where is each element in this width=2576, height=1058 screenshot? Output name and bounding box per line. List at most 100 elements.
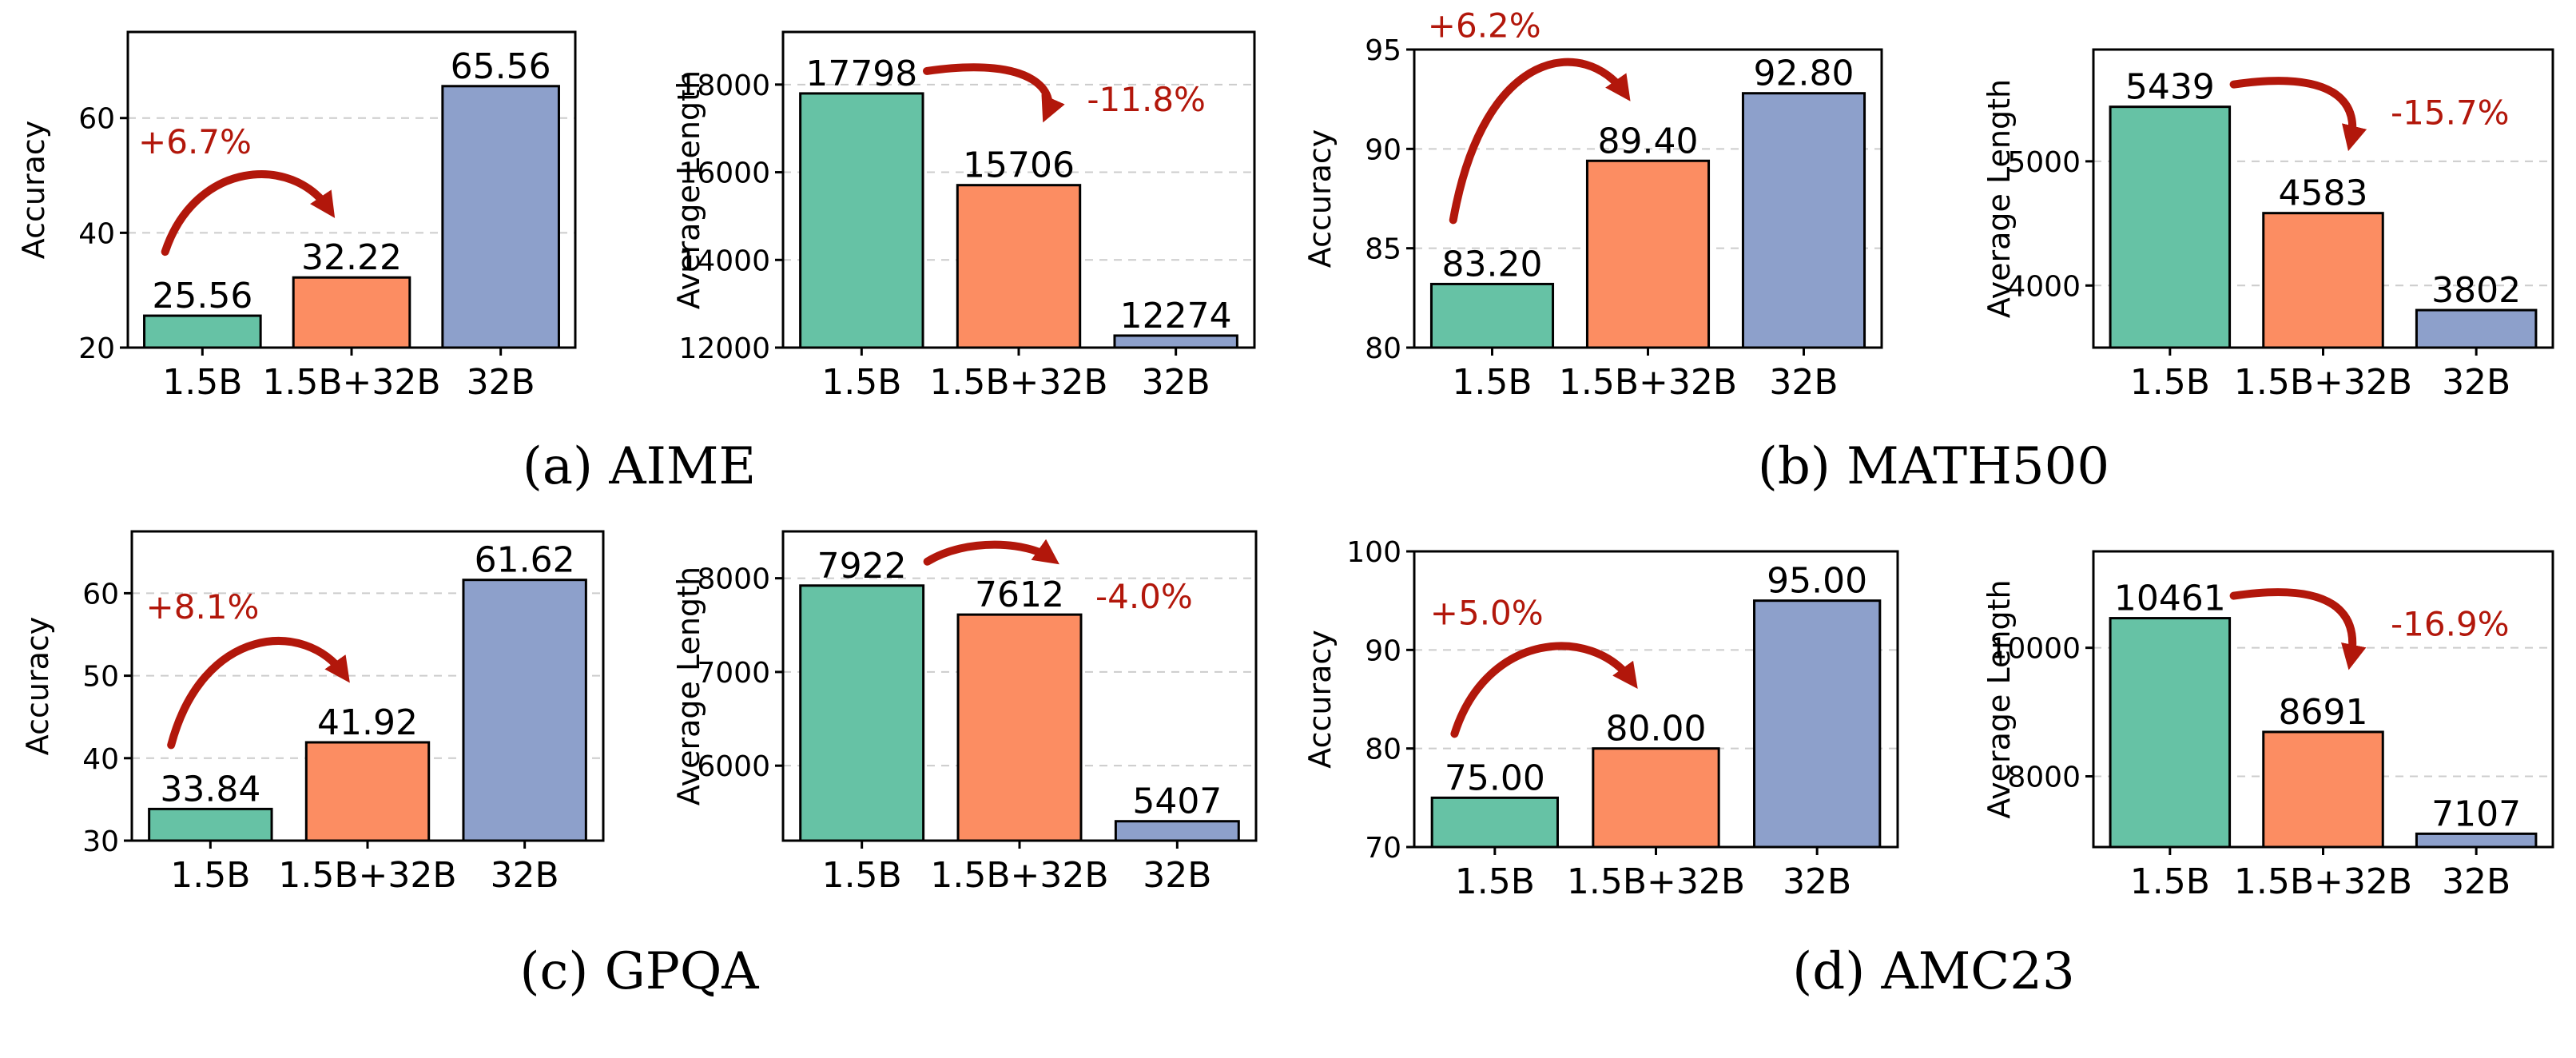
- y-tick-label: 40: [82, 743, 119, 776]
- annotation-arrow: [1449, 58, 1631, 225]
- bar-value-label: 5439: [2125, 67, 2215, 108]
- bar-value-label: 92.80: [1754, 54, 1854, 94]
- y-tick-label: 20: [78, 332, 115, 365]
- bar-32B: [2415, 832, 2538, 849]
- x-tick-label: 32B: [1783, 861, 1851, 902]
- bar-value-label: 41.92: [317, 702, 418, 743]
- y-tick-label: 85: [1365, 233, 1401, 266]
- bar-32B: [1741, 92, 1866, 349]
- x-tick-label: 32B: [2442, 362, 2510, 403]
- bar-32B: [462, 579, 587, 842]
- bar-32B: [1753, 599, 1882, 849]
- plots: 25.56 32.22 65.56 20 40 60 1.5B 1.5B+32B 32B Accu…: [16, 6, 2554, 902]
- x-tick-label: 1.5B: [170, 855, 250, 896]
- x-tick-label: 32B: [2442, 861, 2510, 902]
- subplot-5: 7922 7612 5407 6000 7000 8000 1.5B 1.5B+32B 32B A…: [671, 530, 1258, 896]
- x-tick-label: 32B: [1143, 855, 1211, 896]
- bar-1.5B+32B: [956, 184, 1082, 349]
- bar-1.5B+32B: [304, 741, 431, 842]
- x-tick-label: 1.5B: [162, 362, 242, 403]
- bar-1.5B+32B: [1585, 159, 1711, 349]
- bar-value-label: 7922: [817, 546, 907, 587]
- annotation-text: -16.9%: [2391, 605, 2510, 644]
- x-tick-label: 1.5B: [2130, 861, 2210, 902]
- y-axis-label: Average Length: [671, 567, 706, 805]
- y-tick-label: 100: [1346, 536, 1401, 569]
- subplot-4: 33.84 41.92 61.62 30 40 50 60 1.5B 1.5B+32B 32B Ac…: [20, 530, 605, 896]
- y-tick-label: 10000: [1989, 633, 2081, 666]
- bar-1.5B+32B: [956, 613, 1083, 842]
- bar-value-label: 5407: [1132, 782, 1222, 822]
- y-axis-label: Accuracy: [1302, 630, 1338, 769]
- y-tick-label: 60: [78, 103, 115, 136]
- annotation-text: +6.2%: [1428, 6, 1541, 45]
- x-tick-label: 1.5B: [822, 855, 902, 896]
- y-tick-label: 80: [1365, 332, 1401, 365]
- y-axis-label: Accuracy: [1302, 129, 1338, 268]
- x-tick-label: 1.5B: [1452, 362, 1532, 403]
- bar-value-label: 33.84: [160, 769, 260, 809]
- x-tick-label: 1.5B: [821, 362, 901, 403]
- bar-1.5B+32B: [2262, 730, 2384, 849]
- x-tick-label: 1.5B+32B: [1559, 362, 1737, 403]
- caption-math500: (b) MATH500: [1758, 437, 2109, 496]
- annotation-arrow: [161, 170, 336, 257]
- caption-amc23: (d) AMC23: [1792, 942, 2074, 1001]
- bar-1.5B+32B: [2262, 212, 2384, 349]
- y-tick-label: 30: [82, 825, 119, 858]
- y-tick-label: 5000: [2007, 146, 2081, 179]
- annotation-text: +6.7%: [138, 122, 252, 161]
- bar-1.5B: [2109, 617, 2232, 849]
- y-tick-label: 70: [1365, 832, 1401, 865]
- annotation-arrow: [923, 539, 1059, 566]
- annotation-arrow: [923, 63, 1065, 123]
- bar-1.5B: [148, 807, 273, 842]
- bar-1.5B+32B: [292, 276, 411, 349]
- bar-1.5B: [799, 584, 925, 842]
- y-axis-label: Accuracy: [16, 121, 51, 260]
- x-tick-label: 32B: [1769, 362, 1838, 403]
- y-axis-label: Accuracy: [20, 617, 55, 756]
- x-tick-label: 1.5B+32B: [929, 362, 1107, 403]
- bar-32B: [1113, 334, 1238, 349]
- y-tick-label: 8000: [697, 563, 770, 596]
- x-tick-label: 1.5B+32B: [2234, 861, 2412, 902]
- y-axis-label: Average Length: [1982, 79, 2017, 318]
- bar-value-label: 65.56: [451, 46, 551, 87]
- subplot-1: 17798 15706 12274 12000 14000 16000 18000 1.5B 1…: [671, 30, 1256, 403]
- bar-1.5B+32B: [1592, 747, 1720, 849]
- x-tick-label: 1.5B+32B: [1567, 861, 1745, 902]
- bar-32B: [441, 85, 560, 349]
- x-tick-label: 1.5B+32B: [278, 855, 456, 896]
- y-tick-label: 90: [1365, 634, 1401, 667]
- annotation-text: -4.0%: [1095, 577, 1193, 616]
- bar-value-label: 89.40: [1598, 121, 1699, 161]
- annotation-text: -15.7%: [2391, 93, 2510, 133]
- subplot-2: 83.20 89.40 92.80 80 85 90 95 1.5B 1.5B+32B 32B Ac…: [1302, 6, 1883, 403]
- subplot-3: 5439 4583 3802 4000 5000 1.5B 1.5B+32B 32B Avera…: [1982, 48, 2554, 403]
- subplot-6: 75.00 80.00 95.00 70 80 90 100 1.5B 1.5B+32B 32B A…: [1302, 536, 1899, 902]
- caption-gpqa: (c) GPQA: [520, 942, 760, 1001]
- x-tick-label: 1.5B+32B: [2234, 362, 2412, 403]
- annotation-text: -11.8%: [1087, 80, 1206, 119]
- x-tick-label: 1.5B: [1455, 861, 1535, 902]
- y-tick-label: 50: [82, 661, 119, 694]
- bar-value-label: 25.56: [152, 276, 252, 316]
- bar-value-label: 4583: [2279, 173, 2368, 214]
- bar-1.5B: [1429, 282, 1555, 349]
- annotation-arrow: [2229, 588, 2367, 670]
- bar-value-label: 75.00: [1445, 758, 1545, 798]
- y-tick-label: 80: [1365, 734, 1401, 766]
- bar-1.5B: [1430, 796, 1559, 849]
- annotation-arrow: [2229, 77, 2367, 152]
- bar-value-label: 7612: [975, 575, 1064, 615]
- annotation-text: +8.1%: [146, 587, 260, 626]
- y-axis-label: Average Length: [1982, 579, 2017, 818]
- x-tick-label: 32B: [467, 362, 535, 403]
- y-tick-label: 7000: [697, 657, 770, 690]
- bar-value-label: 10461: [2114, 579, 2226, 619]
- y-tick-label: 4000: [2007, 270, 2081, 303]
- bar-value-label: 3802: [2431, 270, 2521, 311]
- x-tick-label: 32B: [1142, 362, 1210, 403]
